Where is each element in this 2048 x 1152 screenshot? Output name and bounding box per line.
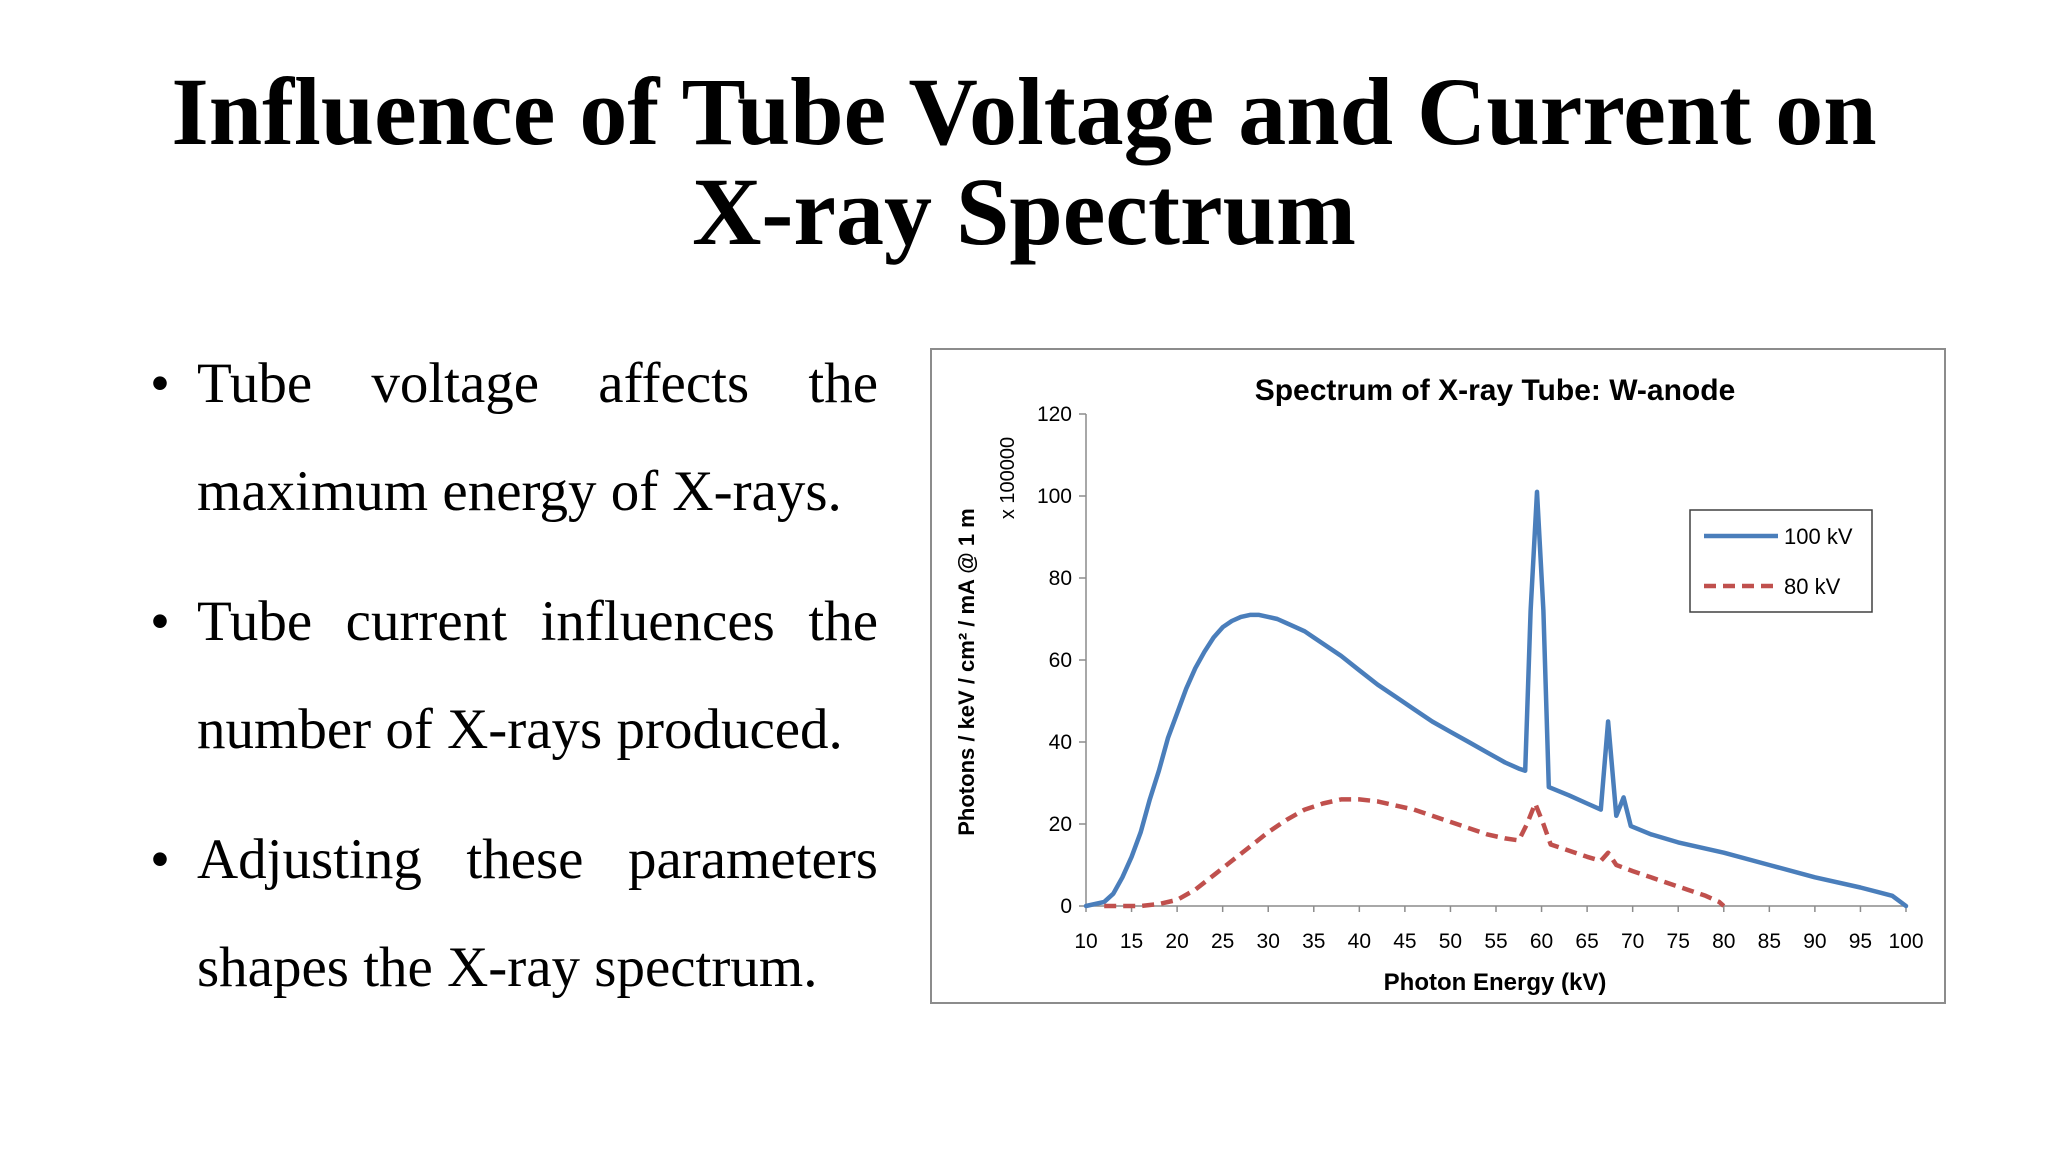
x-tick-label: 65: [1575, 930, 1598, 953]
bullet-item: Tube current influences the number of X-…: [150, 568, 878, 784]
chart-frame: Spectrum of X-ray Tube: W-anode x 100000…: [930, 348, 1946, 1004]
x-axis-title: Photon Energy (kV): [1384, 969, 1607, 996]
chart-legend: 100 kV 80 kV: [1689, 509, 1873, 613]
legend-box: [1689, 509, 1873, 613]
y-tick-label: 80: [1049, 567, 1072, 590]
x-tick-label: 30: [1257, 930, 1280, 953]
bullet-list: Tube voltage affects the maximum energy …: [150, 330, 878, 1044]
slide-title-line-2: X-ray Spectrum: [692, 158, 1356, 265]
x-tick-label: 10: [1074, 930, 1097, 953]
x-tick-label: 100: [1888, 930, 1923, 953]
x-tick-label: 95: [1849, 930, 1872, 953]
series-line-80-kv: [1104, 797, 1726, 909]
y-axis-multiplier-label: x 100000: [997, 437, 1019, 519]
x-tick-label: 40: [1348, 930, 1371, 953]
chart-title: Spectrum of X-ray Tube: W-anode: [1255, 374, 1736, 407]
legend-label: 80 kV: [1784, 574, 1841, 599]
x-tick-label: 55: [1484, 930, 1507, 953]
bullet-item: Adjusting these parameters shapes the X-…: [150, 806, 878, 1022]
x-tick-label: 20: [1165, 930, 1188, 953]
y-tick-labels: 0 20 40 60 80 100 120: [1037, 403, 1072, 918]
x-tick-label: 15: [1120, 930, 1143, 953]
x-tick-label: 45: [1393, 930, 1416, 953]
y-axis-title: Photons / keV / cm² / mA @ 1 m: [954, 508, 979, 836]
bullet-item: Tube voltage affects the maximum energy …: [150, 330, 878, 546]
x-tick-label: 50: [1439, 930, 1462, 953]
y-tick-label: 120: [1037, 403, 1072, 426]
x-tick-label: 85: [1758, 930, 1781, 953]
x-tick-label: 35: [1302, 930, 1325, 953]
y-tick-label: 100: [1037, 485, 1072, 508]
chart-axes: [1079, 413, 1907, 912]
legend-label: 100 kV: [1784, 524, 1853, 549]
y-tick-label: 60: [1049, 649, 1072, 672]
x-tick-labels: 10 15 20 25 30 35 40 45 50 55 60 65 70 75 80 85 90 95 100: [1074, 930, 1923, 953]
x-tick-label: 25: [1211, 930, 1234, 953]
series-layer: [1083, 489, 1909, 909]
slide-title: Influence of Tube Voltage and Current on…: [0, 62, 2048, 262]
x-tick-label: 80: [1712, 930, 1735, 953]
y-tick-label: 40: [1049, 731, 1072, 754]
x-tick-label: 75: [1667, 930, 1690, 953]
x-tick-label: 70: [1621, 930, 1644, 953]
y-tick-label: 20: [1049, 813, 1072, 836]
y-tick-label: 0: [1060, 895, 1072, 918]
series-line-100-kv: [1083, 489, 1909, 909]
spectrum-chart: Spectrum of X-ray Tube: W-anode x 100000…: [954, 374, 1924, 996]
x-tick-label: 90: [1803, 930, 1826, 953]
slide-title-line-1: Influence of Tube Voltage and Current on: [171, 58, 1877, 165]
x-tick-label: 60: [1530, 930, 1553, 953]
